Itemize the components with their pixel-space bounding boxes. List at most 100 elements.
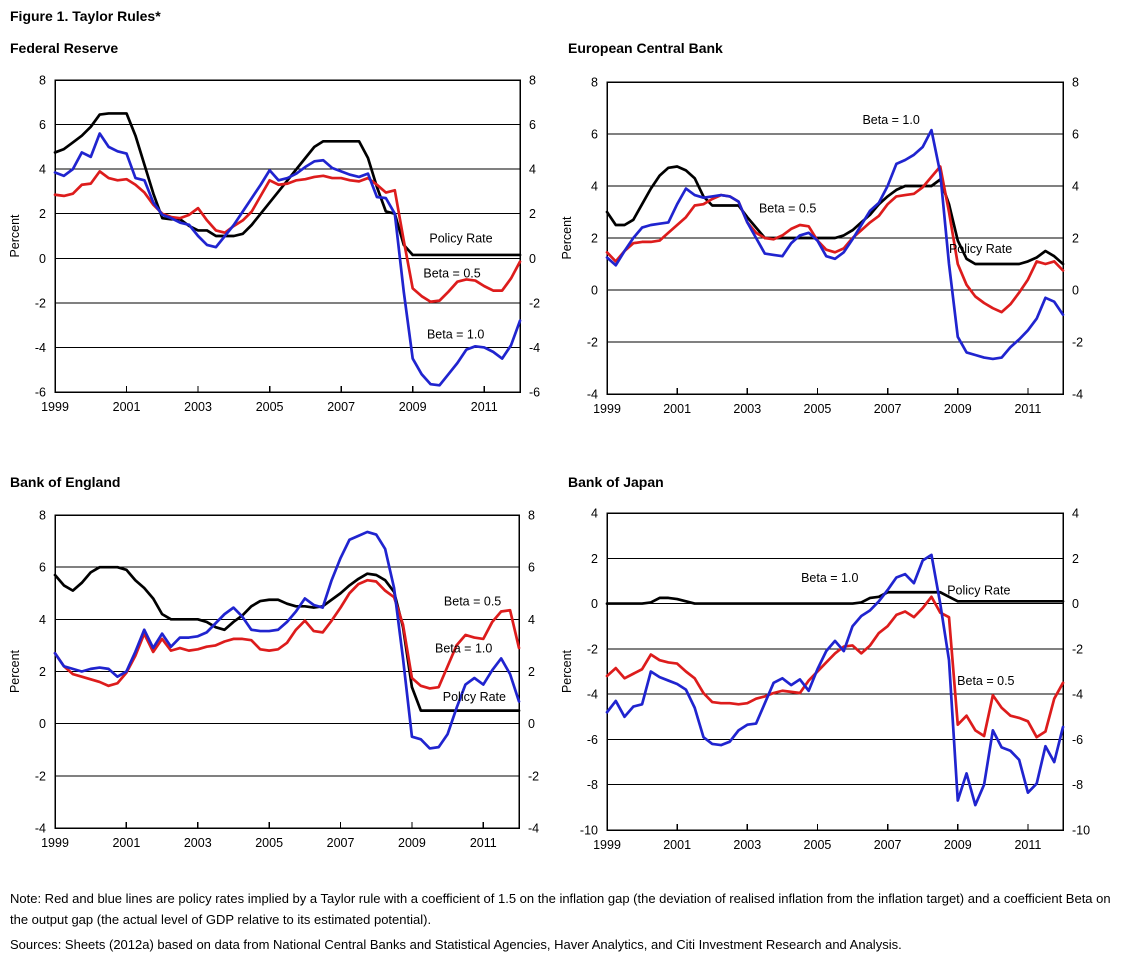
y-tick-label-left: 2 — [591, 232, 598, 246]
x-tick-label: 2009 — [944, 838, 972, 852]
annotation-beta-1-0: Beta = 1.0 — [427, 328, 484, 342]
annotation-beta-1-0: Beta = 1.0 — [435, 642, 492, 656]
x-tick-label: 2007 — [874, 838, 902, 852]
y-tick-label-right: 0 — [1072, 284, 1079, 298]
x-tick-label: 2007 — [874, 402, 902, 416]
y-tick-label-left: 4 — [39, 613, 46, 627]
chart-title-bank-of-england: Bank of England — [10, 474, 121, 490]
y-tick-label-left: 0 — [39, 252, 46, 266]
y-tick-label-left: -4 — [587, 688, 598, 702]
y-tick-label-left: -2 — [35, 769, 46, 783]
series-line-policy-rate — [605, 165, 1065, 266]
y-tick-label-right: 6 — [529, 118, 536, 132]
y-tick-label-left: 6 — [591, 128, 598, 142]
y-tick-label-right: 2 — [1072, 232, 1079, 246]
y-tick-label-right: -10 — [1072, 824, 1090, 838]
series-line-beta-1-0 — [53, 132, 522, 387]
annotation-beta-0-5: Beta = 0.5 — [444, 595, 501, 609]
annotation-beta-0-5: Beta = 0.5 — [423, 266, 480, 280]
y-tick-label-left: 0 — [591, 597, 598, 611]
chart-bank-of-japan: Bank of Japan -10 -10 -8 -8 -6 -6 -4 -4 -2 -2 0 0 2 2… — [552, 470, 1139, 876]
y-axis-title: Percent — [8, 649, 22, 693]
x-tick-label: 2009 — [944, 402, 972, 416]
chart-title-european-central-bank: European Central Bank — [568, 40, 723, 56]
annotation-beta-1-0: Beta = 1.0 — [801, 571, 858, 585]
series-line-policy-rate — [605, 590, 1065, 605]
series-line-policy-rate — [53, 112, 522, 257]
figure-title: Figure 1. Taylor Rules* — [10, 8, 161, 24]
x-tick-label: 2003 — [184, 836, 212, 850]
y-tick-label-left: 0 — [39, 717, 46, 731]
series-line-beta-1-0 — [53, 530, 521, 750]
y-tick-label-right: -2 — [1072, 336, 1083, 350]
series-line-beta-0-5 — [605, 595, 1065, 739]
annotation-beta-1-0: Beta = 1.0 — [862, 113, 919, 127]
figure-sources: Sources: Sheets (2012a) based on data fr… — [10, 937, 902, 952]
y-tick-label-right: 6 — [528, 561, 535, 575]
series-line-policy-rate — [53, 565, 521, 712]
chart-european-central-bank: European Central Bank -4 -4 -2 -2 0 0 2 2 4 4 6 6 8 8… — [552, 36, 1139, 442]
x-tick-label: 1999 — [593, 402, 621, 416]
y-tick-label-right: 4 — [1072, 507, 1079, 521]
european-central-bank-plot: -4 -4 -2 -2 0 0 2 2 4 4 6 6 8 8 1999 2001 2003 2005 2007 20… — [560, 76, 1083, 417]
chart-title-bank-of-japan: Bank of Japan — [568, 474, 664, 490]
y-tick-label-left: 0 — [591, 284, 598, 298]
x-tick-label: 2011 — [1014, 402, 1041, 416]
chart-federal-reserve: Federal Reserve -6 -6 -4 -4 -2 -2 0 0 2 2 4 4 6 6 8 8 19… — [0, 36, 555, 442]
y-tick-label-right: 6 — [1072, 128, 1079, 142]
chart-title-federal-reserve: Federal Reserve — [10, 40, 119, 56]
y-tick-label-left: 8 — [591, 76, 598, 90]
x-tick-label: 2005 — [256, 400, 284, 414]
y-tick-label-right: 8 — [1072, 76, 1079, 90]
figure-note: Note: Red and blue lines are policy rate… — [10, 891, 1111, 928]
x-tick-label: 1999 — [41, 400, 69, 414]
y-axis-title: Percent — [560, 216, 574, 260]
x-tick-label: 2003 — [184, 400, 212, 414]
x-tick-label: 1999 — [41, 836, 69, 850]
y-tick-label-right: 2 — [528, 665, 535, 679]
y-tick-label-right: 8 — [529, 74, 536, 88]
annotation-policy-rate: Policy Rate — [429, 232, 492, 246]
x-tick-label: 2007 — [327, 836, 355, 850]
y-tick-label-right: 2 — [529, 207, 536, 221]
y-tick-label-right: 4 — [1072, 180, 1079, 194]
annotation-beta-0-5: Beta = 0.5 — [957, 674, 1014, 688]
y-tick-label-right: 0 — [1072, 597, 1079, 611]
x-tick-label: 2001 — [663, 402, 691, 416]
x-tick-label: 2005 — [804, 838, 832, 852]
y-tick-label-right: 0 — [529, 252, 536, 266]
y-tick-label-left: 4 — [591, 180, 598, 194]
x-tick-label: 2011 — [1014, 838, 1041, 852]
series-line-beta-0-5 — [605, 165, 1065, 314]
x-tick-label: 2011 — [471, 400, 498, 414]
x-tick-label: 2001 — [663, 838, 691, 852]
chart-bank-of-england: Bank of England -4 -4 -2 -2 0 0 2 2 4 4 6 6 8 8 1999 20… — [0, 470, 555, 876]
annotation-policy-rate: Policy Rate — [443, 690, 506, 704]
y-tick-label-left: -6 — [35, 386, 46, 400]
x-tick-label: 2001 — [113, 400, 141, 414]
x-tick-label: 2005 — [255, 836, 283, 850]
y-tick-label-left: -2 — [587, 336, 598, 350]
y-tick-label-left: -10 — [580, 824, 598, 838]
x-tick-label: 2011 — [470, 836, 497, 850]
plot-border — [54, 79, 521, 393]
y-axis-title: Percent — [560, 649, 574, 693]
y-tick-label-right: -6 — [1072, 733, 1083, 747]
y-tick-label-right: -2 — [528, 769, 539, 783]
x-tick-label: 2009 — [398, 836, 426, 850]
x-tick-label: 2001 — [112, 836, 140, 850]
plot-border — [606, 512, 1064, 831]
y-tick-label-right: -2 — [1072, 642, 1083, 656]
y-tick-label-left: -4 — [35, 341, 46, 355]
series-line-beta-1-0 — [605, 553, 1065, 807]
y-tick-label-right: 0 — [528, 717, 535, 731]
series-line-beta-1-0 — [605, 128, 1065, 361]
plot-border — [54, 514, 520, 829]
y-tick-label-left: 6 — [39, 561, 46, 575]
y-axis-title: Percent — [8, 214, 22, 258]
y-tick-label-left: -4 — [35, 822, 46, 836]
y-tick-label-left: 4 — [591, 507, 598, 521]
x-tick-label: 2009 — [399, 400, 427, 414]
x-tick-label: 2003 — [733, 838, 761, 852]
x-tick-label: 2005 — [804, 402, 832, 416]
